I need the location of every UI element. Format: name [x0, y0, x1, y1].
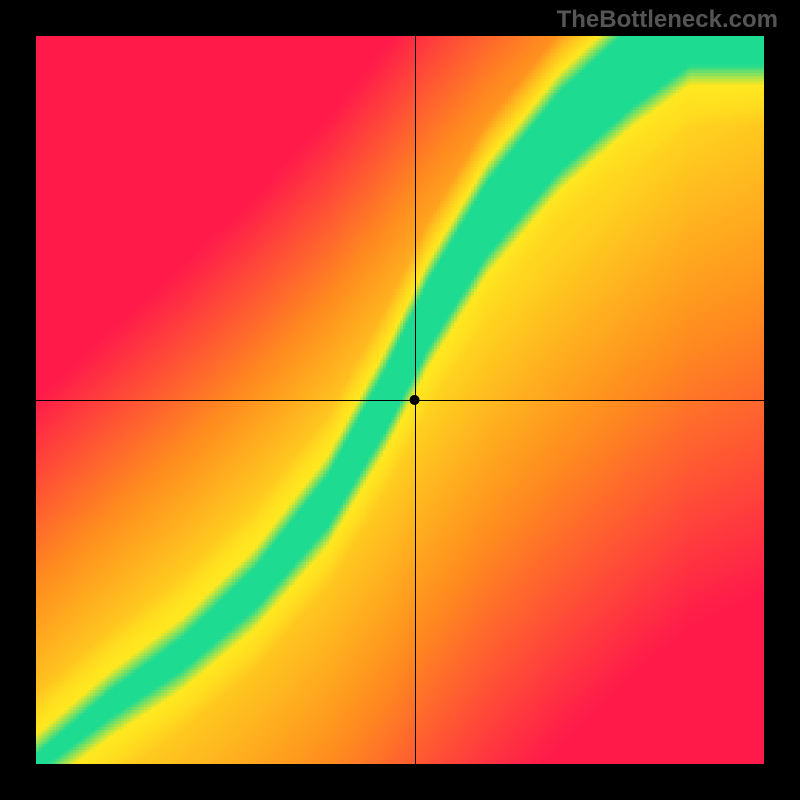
chart-frame: TheBottleneck.com: [0, 0, 800, 800]
heatmap-overlay: [36, 36, 764, 764]
watermark-text: TheBottleneck.com: [557, 6, 778, 34]
